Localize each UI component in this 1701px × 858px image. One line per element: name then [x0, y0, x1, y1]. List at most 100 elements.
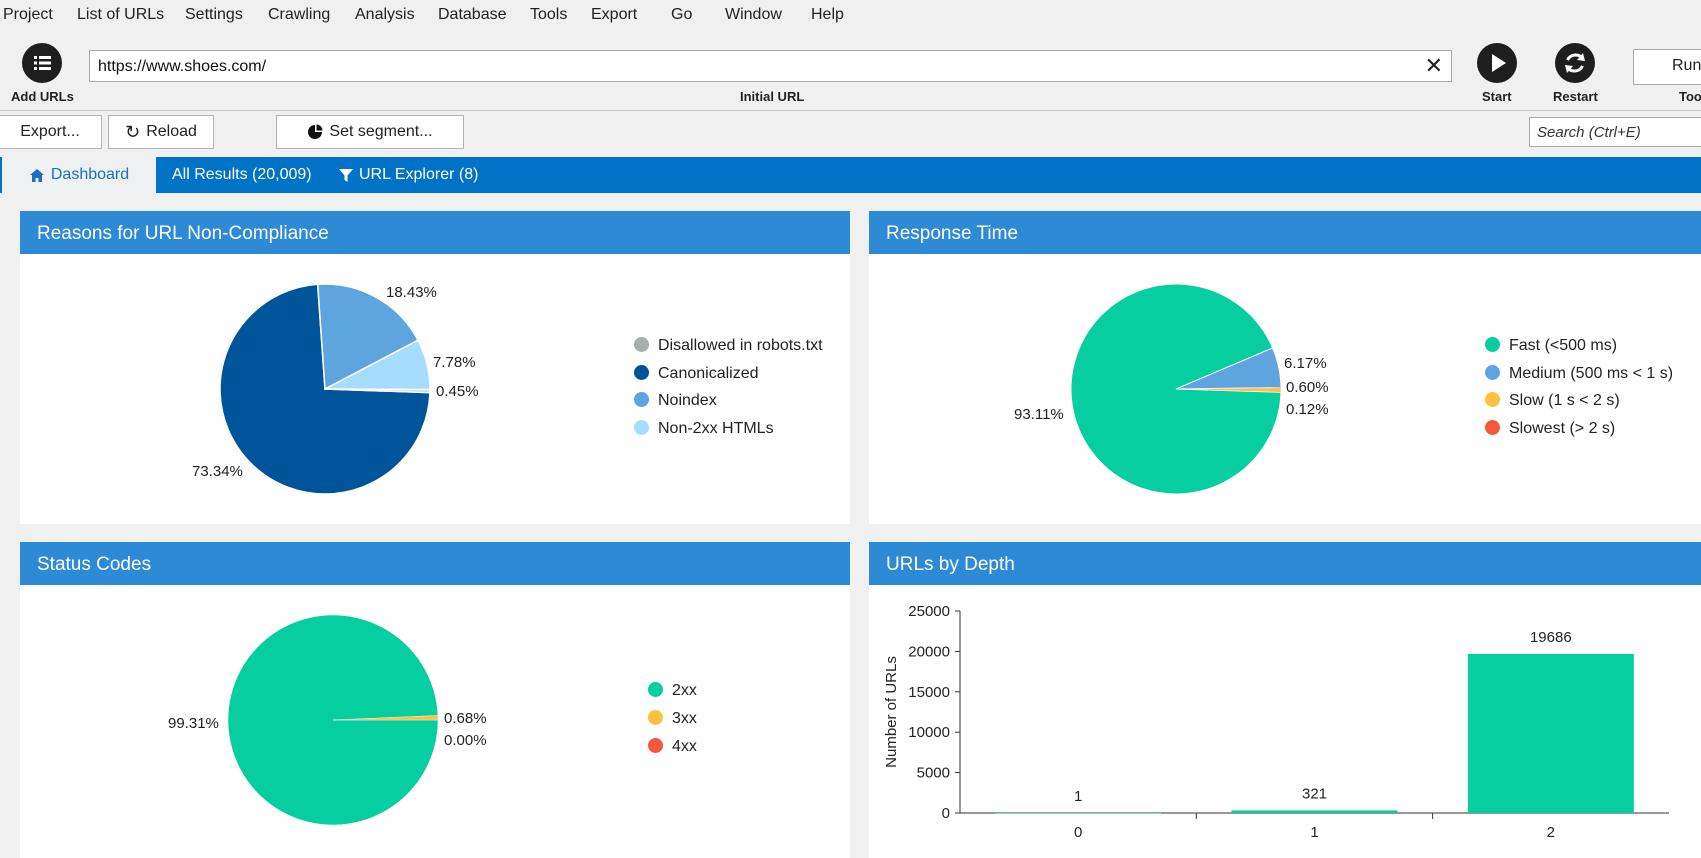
play-icon: [1492, 54, 1506, 72]
panel-header: Response Time: [869, 211, 1701, 254]
start-label: Start: [1482, 89, 1512, 104]
add-urls-button[interactable]: [22, 43, 62, 83]
status-codes-pie: [227, 614, 439, 826]
toolbar: Add URLs https://www.shoes.com/ ✕ Initia…: [0, 30, 1701, 110]
panel-header: Reasons for URL Non-Compliance: [20, 211, 850, 254]
reload-label: Reload: [146, 123, 197, 140]
x-tick-label: 2: [1547, 824, 1555, 841]
menu-analysis[interactable]: Analysis: [355, 6, 415, 23]
legend-dot: [1485, 392, 1500, 407]
legend-label: Noindex: [658, 392, 717, 409]
run-label: Run: [1672, 57, 1701, 74]
reload-button[interactable]: ↻ Reload: [108, 115, 214, 149]
clear-icon[interactable]: ✕: [1424, 53, 1443, 78]
run-button[interactable]: Run: [1633, 49, 1701, 85]
response-time-pie: [1070, 283, 1282, 495]
legend-label: 3xx: [672, 710, 697, 727]
pie-label-non-2xx: 7.78%: [433, 354, 476, 371]
x-tick-label: 0: [1074, 824, 1082, 841]
menu-export[interactable]: Export: [591, 6, 638, 23]
noncompliance-panel: Reasons for URL Non-Compliance 18.43% 7.…: [20, 211, 850, 524]
pie-slice-noindex: [316, 283, 420, 391]
menu-list-of-urls[interactable]: List of URLs: [77, 6, 165, 23]
search-input[interactable]: Search (Ctrl+E): [1529, 117, 1701, 147]
menu-help[interactable]: Help: [811, 6, 844, 23]
legend-dot: [634, 337, 649, 352]
bar: [1231, 810, 1398, 813]
tab-all-results-label: All Results (20,009): [172, 166, 312, 183]
status-codes-panel: Status Codes 0.68% 0.00% 99.31% 2xx 3xx …: [20, 542, 850, 858]
y-axis-label: Number of URLs: [883, 656, 900, 768]
legend-dot: [634, 420, 649, 435]
legend-item: 4xx: [648, 738, 697, 756]
pie-label-3xx: 0.68%: [444, 710, 487, 727]
legend-dot: [648, 738, 663, 753]
pie-label-medium: 6.17%: [1284, 355, 1327, 372]
restart-label: Restart: [1553, 89, 1598, 104]
pie-slice-slowest: [1175, 387, 1282, 390]
y-tick-label: 0: [942, 805, 950, 822]
menu-window[interactable]: Window: [725, 6, 782, 23]
y-tick-label: 5000: [917, 765, 950, 782]
y-tick-label: 25000: [908, 603, 950, 620]
legend-label: 4xx: [672, 738, 697, 755]
legend-label: 2xx: [672, 682, 697, 699]
legend-item: Fast (<500 ms): [1485, 337, 1617, 355]
menu-bar: Project List of URLs Settings Crawling A…: [0, 0, 1701, 30]
legend-label: Non-2xx HTMLs: [658, 420, 774, 437]
tab-all-results[interactable]: All Results (20,009): [172, 157, 312, 193]
panel-title: URLs by Depth: [886, 554, 1015, 575]
legend-dot: [648, 710, 663, 725]
menu-tools[interactable]: Tools: [530, 6, 568, 23]
panel-header: URLs by Depth: [869, 542, 1701, 585]
legend-item: Disallowed in robots.txt: [634, 337, 823, 355]
panel-title: Response Time: [886, 223, 1019, 244]
legend-item: 3xx: [648, 710, 697, 728]
tab-url-explorer[interactable]: URL Explorer (8): [339, 157, 478, 193]
pie-chart-icon: [308, 124, 323, 139]
restart-button[interactable]: [1555, 43, 1595, 83]
reload-icon: ↻: [125, 122, 141, 142]
panel-title: Reasons for URL Non-Compliance: [37, 223, 329, 244]
bar: [995, 812, 1162, 814]
menu-crawling[interactable]: Crawling: [268, 6, 331, 23]
urls-by-depth-chart: 0 5000 10000 15000 20000 25000 Number of URLs 1…: [883, 603, 1669, 841]
set-segment-button[interactable]: Set segment...: [276, 115, 464, 149]
menu-database[interactable]: Database: [438, 6, 507, 23]
bar: [1467, 653, 1634, 813]
legend-item: 2xx: [648, 682, 697, 700]
tab-url-explorer-label: URL Explorer (8): [359, 166, 479, 183]
bar-value-label: 19686: [1530, 629, 1572, 646]
legend-item: Slowest (> 2 s): [1485, 420, 1615, 438]
legend-dot: [1485, 420, 1500, 435]
legend-dot: [634, 392, 649, 407]
legend-label: Fast (<500 ms): [1509, 337, 1618, 354]
tab-dashboard[interactable]: Dashboard: [2, 157, 156, 193]
export-button[interactable]: Export...: [0, 115, 102, 149]
panel-title: Status Codes: [37, 554, 152, 575]
pie-label-noindex: 18.43%: [386, 284, 437, 301]
filter-icon: [339, 168, 353, 182]
legend-label: Medium (500 ms < 1 s): [1509, 365, 1674, 382]
tab-bar: Dashboard All Results (20,009) URL Explo…: [0, 157, 1701, 193]
menu-project[interactable]: Project: [3, 6, 53, 23]
export-label: Export...: [20, 123, 80, 140]
legend-dot: [1485, 337, 1500, 352]
response-time-panel: Response Time 6.17% 0.60% 0.12% 93.11% F…: [869, 211, 1701, 524]
legend-item: Medium (500 ms < 1 s): [1485, 365, 1673, 383]
y-tick-label: 15000: [908, 684, 950, 701]
pie-label-4xx: 0.00%: [444, 732, 487, 749]
legend-label: Slow (1 s < 2 s): [1509, 392, 1620, 409]
add-urls-label: Add URLs: [11, 89, 74, 104]
initial-url-input[interactable]: https://www.shoes.com/ ✕: [89, 50, 1452, 82]
tab-dashboard-label: Dashboard: [50, 166, 130, 183]
start-button[interactable]: [1477, 43, 1517, 83]
pie-label-slowest: 0.12%: [1286, 401, 1329, 418]
noncompliance-pie: [219, 283, 431, 495]
set-segment-label: Set segment...: [329, 123, 433, 140]
bar-value-label: 321: [1302, 785, 1327, 802]
menu-go[interactable]: Go: [671, 6, 693, 23]
menu-settings[interactable]: Settings: [185, 6, 243, 23]
legend-label: Slowest (> 2 s): [1509, 420, 1616, 437]
refresh-icon: [1565, 53, 1585, 73]
